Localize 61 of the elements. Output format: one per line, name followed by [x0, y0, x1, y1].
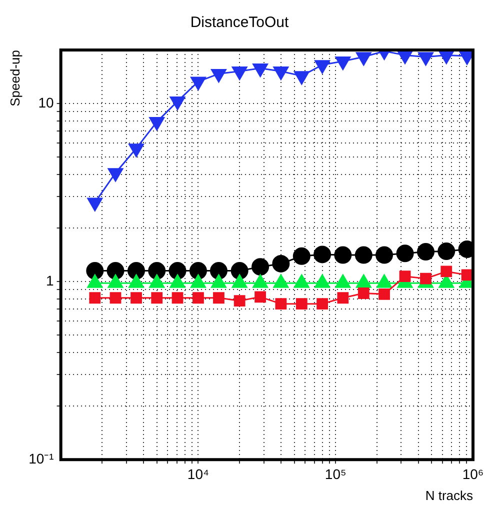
- point: [356, 52, 372, 66]
- point: [438, 242, 456, 260]
- point: [128, 144, 144, 158]
- y-axis-title: Speed-up: [7, 50, 22, 106]
- x-tick-label: 10⁵: [324, 466, 346, 482]
- point: [275, 298, 287, 310]
- point: [354, 246, 372, 264]
- point: [234, 295, 246, 306]
- point: [335, 56, 351, 70]
- point: [292, 247, 310, 265]
- point: [252, 63, 268, 77]
- point: [108, 168, 124, 182]
- point: [110, 292, 122, 304]
- y-tick-label: 10⁻¹: [28, 450, 54, 466]
- point: [89, 292, 101, 304]
- point: [87, 198, 103, 212]
- x-axis-title: N tracks: [425, 488, 474, 503]
- point: [461, 269, 473, 281]
- point: [334, 246, 352, 264]
- y-tick-label: 10: [38, 94, 54, 110]
- point: [273, 66, 289, 80]
- point: [440, 266, 452, 278]
- point: [230, 262, 248, 280]
- point: [128, 262, 146, 280]
- point: [148, 262, 166, 280]
- point: [316, 298, 328, 310]
- point: [86, 262, 104, 280]
- chart-title: DistanceToOut: [190, 14, 290, 32]
- point: [149, 117, 165, 131]
- point: [420, 272, 432, 284]
- point: [170, 96, 186, 110]
- point: [399, 270, 411, 282]
- x-tick-label: 10⁶: [462, 466, 484, 482]
- point: [418, 52, 434, 66]
- point: [211, 69, 226, 83]
- point: [210, 262, 228, 280]
- point: [151, 292, 163, 304]
- point: [106, 262, 124, 280]
- point: [254, 291, 266, 303]
- point: [358, 288, 370, 299]
- point: [396, 244, 414, 262]
- point: [189, 262, 207, 280]
- point: [376, 246, 394, 264]
- point: [168, 262, 186, 280]
- point: [314, 60, 330, 74]
- point: [378, 288, 390, 300]
- point: [296, 298, 308, 310]
- point: [232, 66, 248, 80]
- x-tick-label: 10⁴: [187, 466, 210, 482]
- point: [130, 292, 142, 304]
- point: [190, 76, 206, 90]
- point: [314, 246, 332, 264]
- point: [337, 292, 349, 304]
- point: [294, 71, 310, 85]
- point: [417, 243, 434, 261]
- point: [192, 292, 204, 304]
- point: [272, 254, 290, 272]
- point: [213, 292, 224, 304]
- point: [252, 258, 270, 276]
- point: [172, 292, 184, 304]
- y-tick-label: 1: [46, 272, 54, 288]
